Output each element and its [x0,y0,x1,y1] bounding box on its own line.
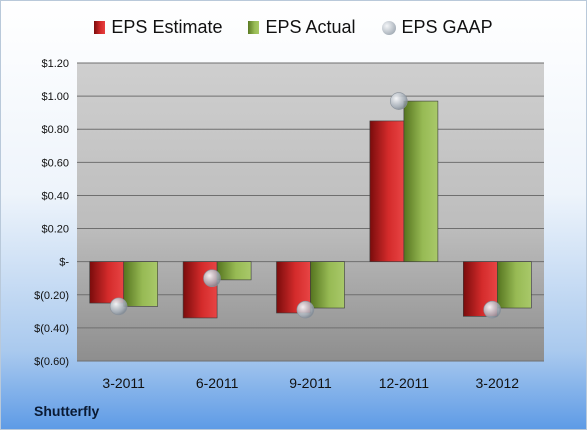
y-tick-label: $0.20 [41,224,69,236]
bar-eps-actual [496,261,532,309]
company-name: Shutterfly [34,403,100,419]
legend-swatch-eps-gaap [381,20,396,35]
legend-swatch-eps-actual [248,21,260,34]
bar-eps-actual [216,261,252,281]
bar-eps-estimate [369,120,405,262]
legend-swatch-eps-estimate [94,21,106,34]
bar-eps-actual [403,100,439,262]
legend-label-eps-actual: EPS Actual [265,17,356,37]
y-tick-label: $0.60 [41,157,69,169]
y-tick-label: $(0.40) [34,323,69,335]
point-eps-gaap [389,92,408,110]
x-tick-label: 9-2011 [289,375,332,391]
legend-label-eps-gaap: EPS GAAP [401,17,493,37]
legend-item-eps-actual: EPS Actual [248,17,356,38]
legend-label-eps-estimate: EPS Estimate [111,17,223,37]
y-tick-label: $0.40 [41,190,69,202]
point-eps-gaap [109,297,128,316]
x-tick-label: 3-2012 [476,375,520,391]
legend-item-eps-gaap: EPS GAAP [381,17,493,38]
x-tick-label: 3-2011 [102,375,145,391]
y-tick-label: $1.20 [41,58,69,70]
bar-eps-estimate [89,261,124,304]
legend-item-eps-estimate: EPS Estimate [94,17,222,38]
bar-eps-actual [310,261,345,309]
y-tick-label: $- [59,257,69,269]
y-tick-label: $(0.60) [34,356,69,368]
x-tick-label: 12-2011 [379,375,430,391]
bar-eps-actual [123,261,158,307]
point-eps-gaap [296,300,315,319]
point-eps-gaap [483,300,502,319]
y-tick-label: $(0.20) [34,290,69,302]
y-tick-label: $1.00 [41,91,69,103]
x-tick-label: 6-2011 [196,375,239,391]
point-eps-gaap [203,269,221,288]
y-tick-label: $0.80 [41,124,69,136]
legend: EPS Estimate EPS Actual EPS GAAP [1,17,586,38]
